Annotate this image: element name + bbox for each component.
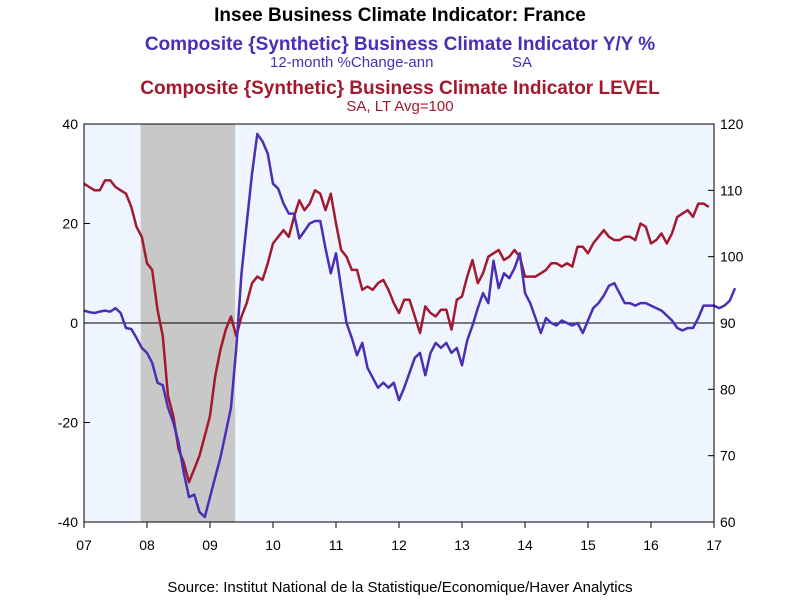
x-tick-label: 10	[265, 537, 281, 553]
left-tick-label: 0	[70, 315, 78, 331]
series-1-subtitle-right: SA	[512, 54, 532, 71]
x-tick-label: 11	[329, 537, 344, 553]
x-tick-label: 17	[706, 537, 722, 553]
x-tick-label: 16	[643, 537, 659, 553]
series-2-subtitle: SA, LT Avg=100	[346, 98, 453, 115]
x-tick-label: 09	[202, 537, 218, 553]
right-tick-label: 60	[720, 514, 736, 530]
chart-title: Insee Business Climate Indicator: France	[214, 5, 586, 26]
left-tick-label: 20	[62, 216, 78, 232]
right-tick-label: 70	[720, 448, 736, 464]
x-axis: 07 08 09 10 11 12 13 14 15 16 17	[76, 522, 722, 553]
x-tick-label: 12	[391, 537, 407, 553]
left-tick-label: -40	[58, 514, 78, 530]
x-tick-label: 13	[454, 537, 470, 553]
right-tick-label: 100	[720, 249, 744, 265]
x-tick-label: 07	[76, 537, 92, 553]
x-tick-label: 14	[517, 537, 533, 553]
series-1-name: Composite {Synthetic} Business Climate I…	[145, 34, 655, 55]
plot-frame	[83, 123, 715, 523]
right-tick-label: 80	[720, 381, 736, 397]
right-tick-label: 90	[720, 315, 736, 331]
right-tick-label: 120	[720, 116, 744, 132]
x-tick-label: 08	[139, 537, 155, 553]
right-tick-label: 110	[720, 182, 743, 198]
left-tick-label: 40	[62, 116, 78, 132]
source-note: Source: Institut National de la Statisti…	[167, 579, 632, 596]
series-level-line	[83, 179, 710, 484]
series-2-name: Composite {Synthetic} Business Climate I…	[140, 78, 660, 99]
x-tick-label: 15	[580, 537, 596, 553]
series-1-subtitle-left: 12-month %Change-ann	[270, 54, 433, 71]
left-tick-label: -20	[58, 415, 78, 431]
series-yoy-line	[83, 132, 737, 519]
left-axis: 40 20 0 -20 -40	[58, 116, 90, 530]
